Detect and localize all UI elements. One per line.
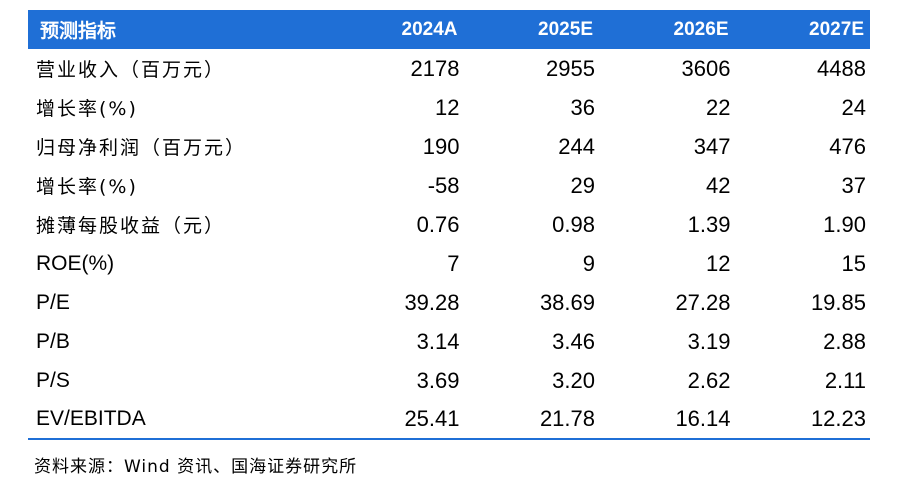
cell-value: 476 [829,133,866,159]
table-row-revenue-growth: 增长率(%) 12 36 22 24 [28,88,870,127]
row-label: 增长率(%) [36,176,138,198]
table-row-revenue: 营业收入（百万元） 2178 2955 3606 4488 [28,49,870,88]
row-label: 增长率(%) [36,98,138,120]
table-header-row: 预测指标 2024A 2025E 2026E 2027E [28,10,870,49]
cell-value: 1.39 [687,211,731,237]
cell-value: 37 [841,172,866,198]
header-year-2027e: 2027E [809,18,864,40]
cell-value: 38.69 [539,289,595,315]
header-year-2024a: 2024A [401,18,458,40]
table-row-ps: P/S 3.69 3.20 2.62 2.11 [28,361,870,400]
cell-value: 15 [841,250,866,276]
cell-value: 4488 [817,55,866,81]
cell-value: 0.98 [552,211,595,237]
cell-value: 12 [435,94,460,120]
row-label: ROE(%) [36,251,115,275]
cell-value: 39.28 [404,289,460,315]
cell-value: 12.23 [734,400,870,440]
cell-value: 3.14 [416,328,460,354]
cell-value: 36 [570,94,595,120]
cell-value: 22 [706,94,731,120]
forecast-table-container: 预测指标 2024A 2025E 2026E 2027E 营业收入（百万元） 2… [28,10,870,440]
cell-value: 19.85 [810,289,866,315]
cell-value: 2.88 [823,328,866,354]
cell-value: 24 [841,94,866,120]
cell-value: 190 [422,133,460,159]
row-label: 归母净利润（百万元） [36,137,247,159]
cell-value: 3606 [681,55,731,81]
row-label: EV/EBITDA [28,400,328,440]
cell-value: 244 [558,133,595,159]
cell-value: 2.62 [687,367,731,393]
table-row-net-profit: 归母净利润（百万元） 190 244 347 476 [28,127,870,166]
cell-value: 12 [706,250,731,276]
cell-value: 2.11 [824,367,866,393]
cell-value: 2178 [410,55,460,81]
row-label: 营业收入（百万元） [36,59,226,81]
table-row-pe: P/E 39.28 38.69 27.28 19.85 [28,283,870,322]
cell-value: 16.14 [599,400,735,440]
cell-value: 3.19 [687,328,731,354]
row-label: P/B [36,329,70,353]
header-year-2025e: 2025E [538,18,593,40]
table-row-profit-growth: 增长率(%) -58 29 42 37 [28,166,870,205]
cell-value: 2955 [546,55,595,81]
cell-value: 9 [582,250,595,276]
cell-value: 3.20 [552,367,595,393]
row-label: 摊薄每股收益（元） [36,215,226,237]
cell-value: 1.90 [823,211,866,237]
header-year-2026e: 2026E [673,18,729,40]
table-row-ev-ebitda: EV/EBITDA 25.41 21.78 16.14 12.23 [28,400,870,440]
row-label: P/S [36,368,70,392]
table-row-eps: 摊薄每股收益（元） 0.76 0.98 1.39 1.90 [28,205,870,244]
forecast-table: 预测指标 2024A 2025E 2026E 2027E 营业收入（百万元） 2… [28,10,870,440]
cell-value: 21.78 [463,400,599,440]
table-row-pb: P/B 3.14 3.46 3.19 2.88 [28,322,870,361]
cell-value: 25.41 [328,400,464,440]
cell-value: 0.76 [416,211,460,237]
header-label: 预测指标 [40,20,117,42]
row-label: P/E [36,290,70,314]
cell-value: 3.46 [552,328,595,354]
cell-value: 347 [693,133,731,159]
table-row-roe: ROE(%) 7 9 12 15 [28,244,870,283]
cell-value: 27.28 [675,289,731,315]
cell-value: 42 [706,172,731,198]
cell-value: 29 [570,172,595,198]
cell-value: 3.69 [416,367,460,393]
cell-value: -58 [427,172,460,198]
source-note: 资料来源：Wind 资讯、国海证券研究所 [34,457,358,477]
cell-value: 7 [447,250,460,276]
